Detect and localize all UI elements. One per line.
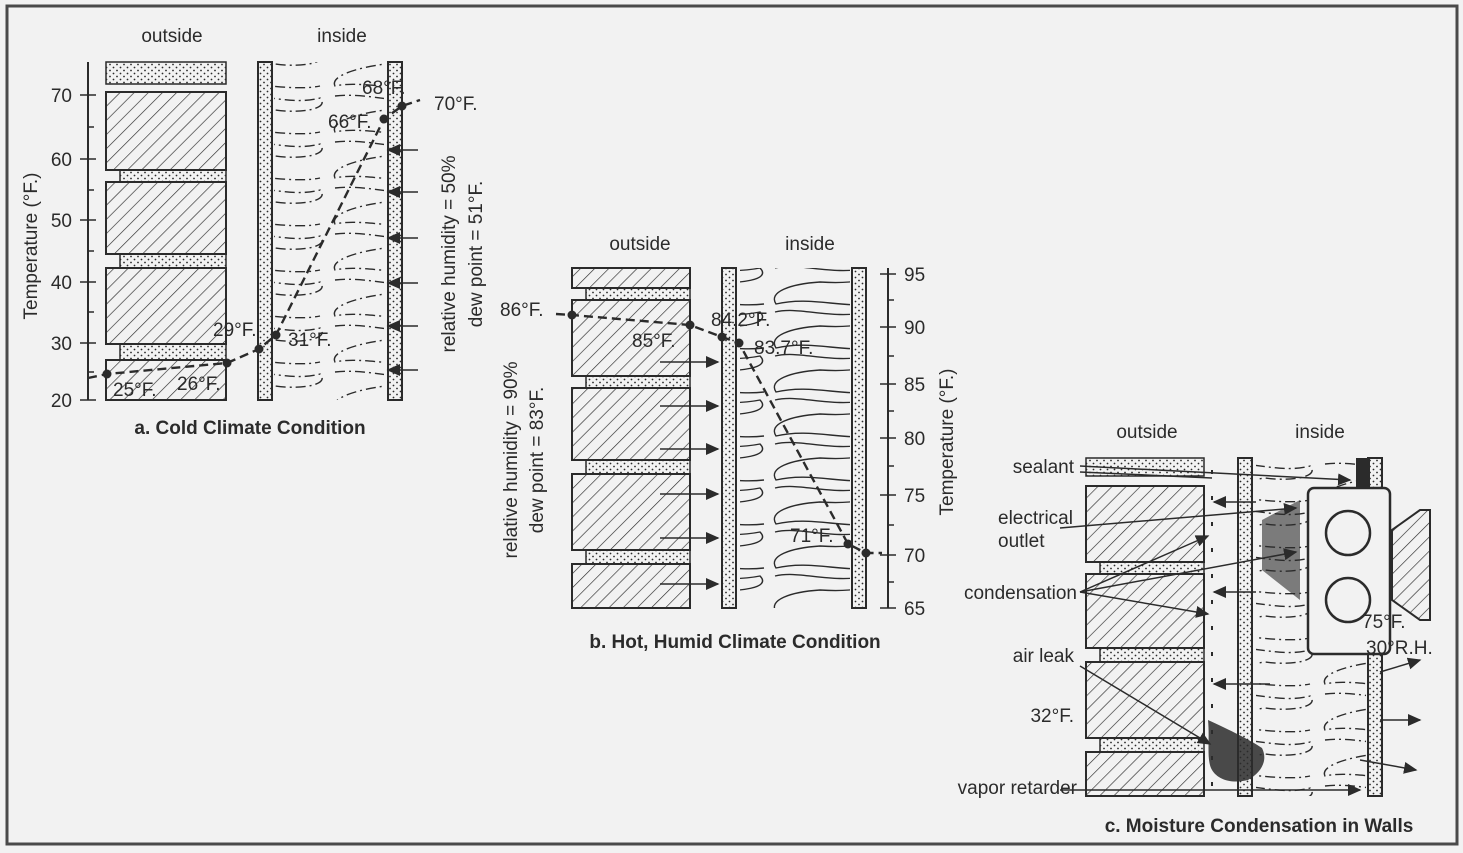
panel-a-tick-label: 20 (51, 391, 72, 412)
panel-b-gypsum-board (851, 267, 867, 609)
condensation-blob (1262, 500, 1300, 600)
panel-a-temp-label: 25°F. (113, 380, 157, 401)
panel-b-axis-title: Temperature (°F.) (937, 369, 958, 516)
panel-a-tick-label: 70 (51, 86, 72, 107)
panel-b-tick-label: 90 (904, 318, 925, 339)
panel-b-hot-humid-climate: outside inside (500, 234, 958, 653)
panel-a-tick-label: 50 (51, 211, 72, 232)
panel-a-inside-label: inside (317, 26, 367, 47)
panel-a-humidity-label: relative humidity = 50% (439, 155, 460, 352)
panel-b-temperature-gradient (555, 310, 882, 558)
panel-a-tick-label: 60 (51, 150, 72, 171)
panel-b-tick-label: 85 (904, 375, 925, 396)
panel-a-gypsum-board (387, 61, 403, 401)
panel-b-temp-label: 85°F. (632, 331, 676, 352)
panel-a-vapor-arrows (386, 144, 418, 376)
panel-b-sheathing (721, 267, 737, 609)
panel-c-inside-label: inside (1295, 422, 1345, 443)
label-air-leak: air leak (1013, 646, 1075, 667)
label-relative-humidity: 30°R.H. (1366, 638, 1433, 659)
panel-a-axis-title: Temperature (°F.) (21, 173, 42, 320)
panel-b-tick-label: 65 (904, 599, 925, 620)
label-condensation: condensation (964, 583, 1077, 604)
panel-b-tick-label: 70 (904, 546, 925, 567)
air-leak-blob (1208, 720, 1265, 782)
panel-c-moisture-condensation: outside inside (958, 422, 1433, 837)
panel-a-caption: a. Cold Climate Condition (134, 418, 365, 439)
panel-a-temp-label: 68°F. (362, 78, 406, 99)
electrical-outlet (1306, 458, 1431, 656)
panel-a-temp-label: 70°F. (434, 94, 478, 115)
panel-a-outside-label: outside (141, 26, 202, 47)
panel-c-outside-label: outside (1116, 422, 1177, 443)
panel-c-sheathing (1237, 457, 1253, 797)
panel-a-tick-label: 40 (51, 273, 72, 294)
panel-b-temp-label: 86°F. (500, 300, 544, 321)
panel-b-caption: b. Hot, Humid Climate Condition (589, 632, 880, 653)
panel-a-temperature-axis: 70 60 50 40 30 20 Temperature (°F.) (21, 62, 96, 412)
panel-a-sheathing (257, 61, 273, 401)
panel-a-temp-label: 66°F. (328, 112, 372, 133)
label-temperature: 32°F. (1030, 706, 1074, 727)
panel-b-outside-label: outside (609, 234, 670, 255)
panel-b-tick-label: 75 (904, 486, 925, 507)
panel-c-caption: c. Moisture Condensation in Walls (1105, 816, 1414, 837)
label-interior-temperature: 75°F. (1362, 612, 1406, 633)
panel-b-temp-label: 71°F. (790, 526, 834, 547)
panel-b-temp-label: 84.2°F. (711, 310, 770, 331)
label-electrical-outlet: outlet (998, 531, 1045, 552)
label-vapor-retarder: vapor retarder (958, 778, 1078, 799)
panel-b-brick-wall (571, 267, 691, 609)
panel-b-temp-label: 83.7°F. (754, 338, 813, 359)
panel-b-vapor-arrows (660, 356, 720, 590)
panel-a-temp-label: 29°F. (213, 320, 257, 341)
panel-a-brick-wall (105, 61, 227, 401)
label-sealant: sealant (1013, 457, 1075, 478)
panel-a-cold-climate: outside inside 70 60 50 40 30 20 Tempera… (21, 26, 487, 439)
label-electrical-outlet: electrical (998, 508, 1073, 529)
panel-a-temp-label: 26°F. (177, 374, 221, 395)
panel-b-humidity-label: relative humidity = 90% (501, 361, 522, 558)
panel-b-inside-label: inside (785, 234, 835, 255)
figure-frame (5, 4, 1459, 846)
panel-b-tick-label: 80 (904, 429, 925, 450)
panel-c-vapor-arrows (1212, 496, 1422, 774)
panel-a-temperature-gradient (87, 98, 421, 380)
panel-c-leader-lines (1059, 465, 1362, 796)
panel-b-temperature-axis: 95 90 85 80 75 70 65 Temperature (°F.) (880, 265, 958, 620)
panel-a-dewpoint-label: dew point = 51°F. (466, 181, 487, 328)
panel-b-insulation (740, 268, 850, 608)
panel-b-tick-label: 95 (904, 265, 925, 286)
panel-a-temp-label: 31°F. (288, 330, 332, 351)
panel-a-tick-label: 30 (51, 334, 72, 355)
panel-b-dewpoint-label: dew point = 83°F. (527, 387, 548, 534)
panel-c-brick-wall (1085, 457, 1205, 797)
